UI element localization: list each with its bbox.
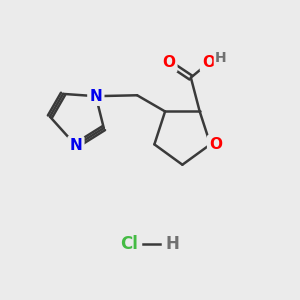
Text: H: H: [165, 235, 179, 253]
Text: N: N: [89, 89, 102, 104]
Text: N: N: [70, 138, 82, 153]
Text: H: H: [215, 51, 227, 64]
Text: O: O: [202, 56, 215, 70]
Text: Cl: Cl: [121, 235, 138, 253]
Text: O: O: [209, 137, 222, 152]
Text: O: O: [162, 56, 175, 70]
